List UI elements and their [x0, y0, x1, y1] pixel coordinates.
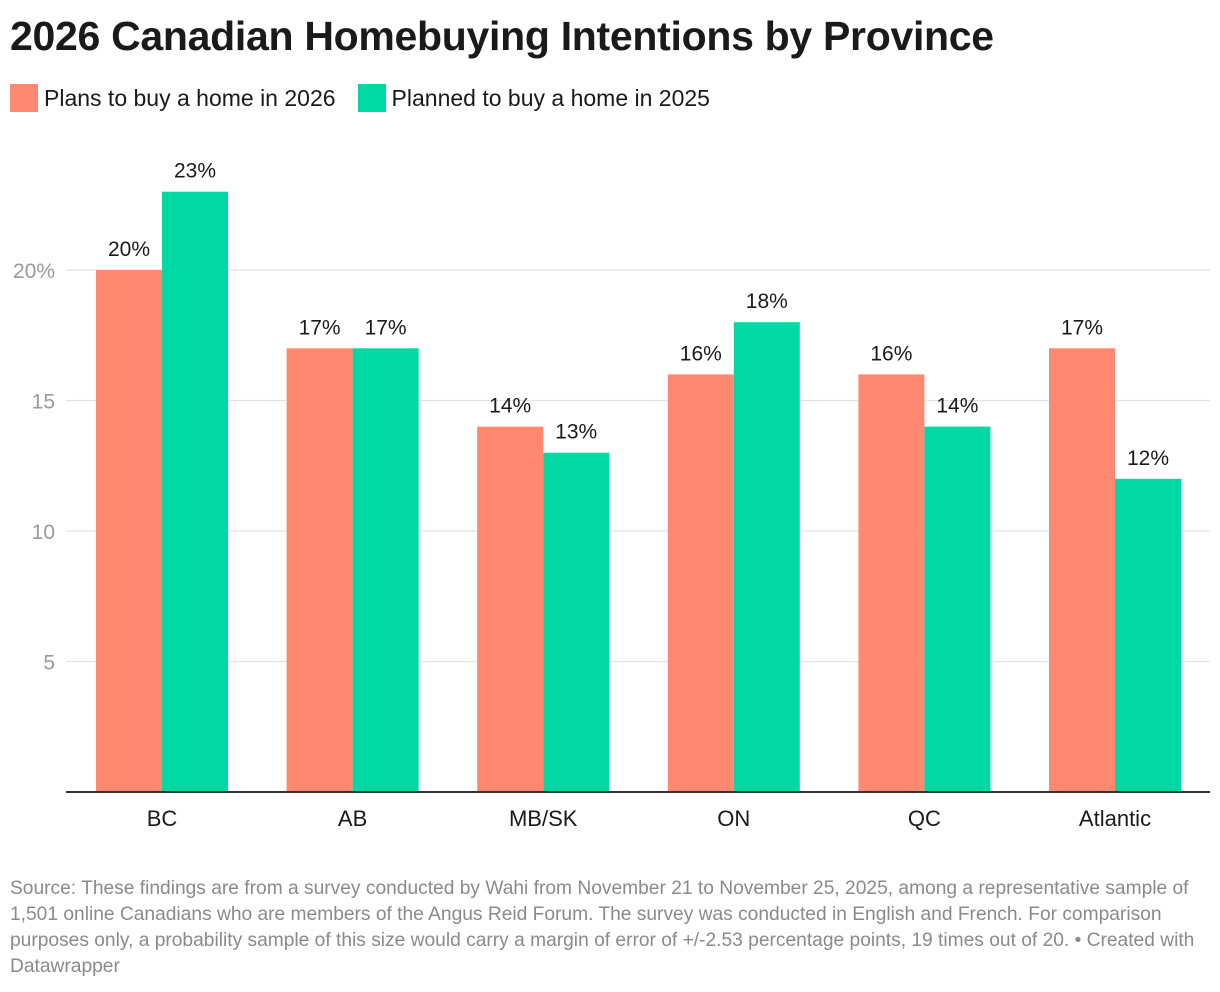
legend-swatch-2025: [357, 84, 386, 112]
x-axis-labels: BC AB MB/SK ON QC Atlantic: [147, 806, 1151, 831]
data-label: 13%: [555, 421, 597, 444]
data-label: 14%: [489, 395, 531, 418]
data-label: 12%: [1127, 447, 1169, 470]
x-tick-label: Atlantic: [1079, 806, 1151, 831]
x-tick-label: QC: [908, 806, 941, 831]
bar-chart: 5 10 15 20% 20% 23% 17% 17% 14% 13% 16% 18% 16% 14% 1…: [13, 160, 1210, 831]
x-tick-label: BC: [147, 806, 178, 831]
bars: [96, 191, 1181, 792]
legend-item-2025: Planned to buy a home in 2025: [357, 82, 710, 114]
y-tick-label: 10: [32, 521, 55, 544]
y-tick-label: 15: [32, 391, 55, 414]
x-tick-label: AB: [338, 806, 367, 831]
data-label: 20%: [108, 238, 150, 261]
source-note: Source: These findings are from a survey…: [10, 878, 1195, 977]
bar-qc-2026: [858, 374, 925, 792]
legend-label-2026: Plans to buy a home in 2026: [44, 85, 336, 111]
value-labels: 20% 23% 17% 17% 14% 13% 16% 18% 16% 14% 17% 12%: [108, 160, 1169, 470]
legend-item-2026: Plans to buy a home in 2026: [10, 82, 336, 114]
chart-title: 2026 Canadian Homebuying Intentions by P…: [10, 13, 994, 59]
bar-mb-sk-2026: [477, 426, 544, 792]
data-label: 17%: [299, 316, 341, 339]
data-label: 17%: [1061, 316, 1103, 339]
bar-qc-2025: [924, 426, 991, 792]
y-tick-label: 5: [43, 652, 55, 675]
bar-ab-2025: [352, 348, 419, 792]
bar-mb-sk-2025: [543, 452, 610, 792]
gridlines: 5 10 15 20%: [13, 260, 1210, 675]
bar-ab-2026: [286, 348, 353, 792]
legend: Plans to buy a home in 2026 Planned to b…: [10, 82, 732, 114]
data-label: 14%: [936, 395, 978, 418]
bar-on-2025: [733, 322, 800, 792]
bar-atlantic-2025: [1115, 478, 1181, 792]
x-tick-label: MB/SK: [509, 806, 578, 831]
bar-bc-2026: [96, 270, 162, 792]
data-label: 18%: [746, 290, 788, 313]
legend-swatch-2026: [10, 84, 38, 112]
bar-atlantic-2026: [1049, 348, 1115, 792]
legend-label-2025: Planned to buy a home in 2025: [391, 85, 710, 111]
data-label: 16%: [680, 342, 722, 365]
data-label: 17%: [365, 316, 407, 339]
y-tick-label: 20%: [13, 260, 55, 283]
bar-on-2026: [667, 374, 734, 792]
x-tick-label: ON: [717, 806, 750, 831]
data-label: 23%: [174, 160, 216, 183]
bar-bc-2025: [162, 191, 228, 792]
data-label: 16%: [870, 342, 912, 365]
